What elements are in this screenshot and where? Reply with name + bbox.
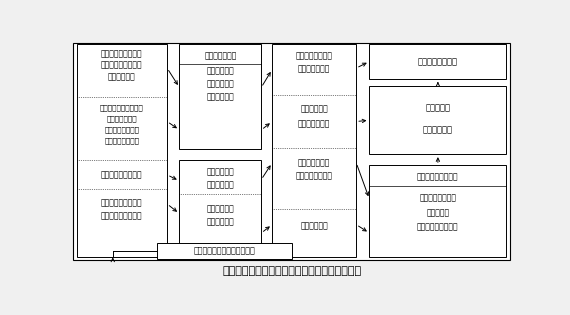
Text: 職員資質向上: 職員資質向上 xyxy=(206,218,234,226)
Text: 肉牛･緬羊等繁殖肥育: 肉牛･緬羊等繁殖肥育 xyxy=(100,105,144,112)
Text: 安定した職員: 安定した職員 xyxy=(300,105,328,114)
Text: 疾病予防対策の充実: 疾病予防対策の充実 xyxy=(417,222,459,232)
Text: （多様な事業展開）: （多様な事業展開） xyxy=(101,212,142,220)
Text: （育成管理の充実）: （育成管理の充実） xyxy=(417,172,459,181)
Text: 情報収集･企画開発力の向上: 情報収集･企画開発力の向上 xyxy=(194,247,255,256)
Text: （組織の充実）: （組織の充実） xyxy=(204,51,237,60)
Text: 育成牧場理解: 育成牧場理解 xyxy=(206,180,234,189)
Text: 体験作業･研修受入: 体験作業･研修受入 xyxy=(101,198,142,207)
Text: 福利厚生充実: 福利厚生充実 xyxy=(206,93,234,102)
FancyBboxPatch shape xyxy=(157,243,292,259)
FancyBboxPatch shape xyxy=(76,44,167,257)
Text: 売店･飲食の営業: 売店･飲食の営業 xyxy=(104,138,139,144)
Text: （広域預託）: （広域預託） xyxy=(108,72,136,81)
Text: 家畜発育向上: 家畜発育向上 xyxy=(423,125,453,135)
Text: 幅広い人材確保: 幅広い人材確保 xyxy=(298,158,331,167)
Text: （育成事業改善）: （育成事業改善） xyxy=(296,51,333,60)
FancyBboxPatch shape xyxy=(74,43,510,260)
Text: （教育啓発）: （教育啓発） xyxy=(206,168,234,176)
Text: 事業収支の補填: 事業収支の補填 xyxy=(298,65,331,74)
Text: 労働費の削減: 労働費の削減 xyxy=(300,221,328,230)
Text: 図．多様な事業展開による公共育成牧場の再編: 図．多様な事業展開による公共育成牧場の再編 xyxy=(222,266,362,276)
Text: 草地の改良: 草地の改良 xyxy=(426,208,450,217)
FancyBboxPatch shape xyxy=(272,44,356,257)
Text: 職員活力向上: 職員活力向上 xyxy=(206,204,234,213)
Text: （多様な事業展開）: （多様な事業展開） xyxy=(101,49,142,58)
Text: 労働力の確保: 労働力の確保 xyxy=(298,119,331,129)
Text: 周年育成、ほ育育成: 周年育成、ほ育育成 xyxy=(101,60,142,69)
Text: 雇用関係改善: 雇用関係改善 xyxy=(206,79,234,89)
FancyBboxPatch shape xyxy=(369,44,506,79)
Text: 機械･施設の改善: 機械･施設の改善 xyxy=(420,193,457,202)
FancyBboxPatch shape xyxy=(180,160,261,257)
FancyBboxPatch shape xyxy=(180,44,261,149)
FancyBboxPatch shape xyxy=(369,86,506,154)
Text: （若者･技術者）: （若者･技術者） xyxy=(296,172,333,180)
Text: 育成預託牛の確保: 育成預託牛の確保 xyxy=(418,57,458,66)
Text: 林産物･畜肉等: 林産物･畜肉等 xyxy=(107,116,137,122)
FancyBboxPatch shape xyxy=(369,165,506,257)
Text: 高付加価値生産: 高付加価値生産 xyxy=(104,127,139,133)
Text: 就業機会形成: 就業機会形成 xyxy=(206,66,234,75)
Text: 見学･宿泊サービス: 見学･宿泊サービス xyxy=(101,170,142,179)
Text: 草地生産力: 草地生産力 xyxy=(425,104,450,113)
